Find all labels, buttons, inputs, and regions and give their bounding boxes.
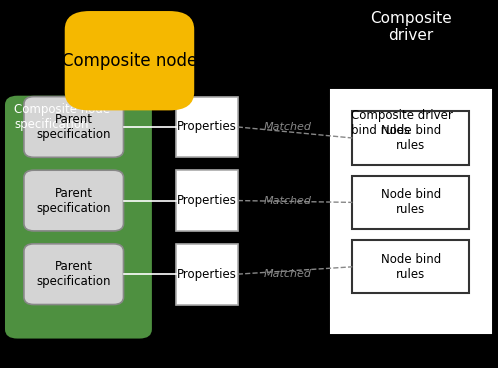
FancyBboxPatch shape: [24, 96, 124, 158]
Text: Matched: Matched: [264, 269, 312, 279]
FancyBboxPatch shape: [5, 96, 152, 339]
Text: Properties: Properties: [177, 268, 237, 281]
Text: Composite node
specification: Composite node specification: [14, 103, 110, 131]
Text: Parent
specification: Parent specification: [36, 113, 111, 141]
Text: Matched: Matched: [264, 122, 312, 132]
Bar: [175, 244, 238, 305]
Bar: [353, 111, 469, 165]
FancyBboxPatch shape: [65, 11, 194, 110]
Text: Parent
specification: Parent specification: [36, 187, 111, 215]
Text: Node bind
rules: Node bind rules: [381, 188, 441, 216]
Text: Composite node: Composite node: [62, 52, 197, 70]
Bar: [175, 96, 238, 158]
Text: Composite driver
bind rules: Composite driver bind rules: [351, 109, 453, 137]
Text: Matched: Matched: [264, 195, 312, 206]
Bar: [353, 240, 469, 294]
FancyBboxPatch shape: [24, 244, 124, 305]
Bar: [353, 176, 469, 229]
FancyBboxPatch shape: [24, 170, 124, 231]
Text: Properties: Properties: [177, 194, 237, 207]
Text: Properties: Properties: [177, 120, 237, 134]
Text: Composite
driver: Composite driver: [370, 11, 452, 43]
Bar: [331, 90, 491, 333]
Text: Node bind
rules: Node bind rules: [381, 124, 441, 152]
Text: Parent
specification: Parent specification: [36, 260, 111, 288]
Text: Node bind
rules: Node bind rules: [381, 253, 441, 281]
Bar: [175, 170, 238, 231]
